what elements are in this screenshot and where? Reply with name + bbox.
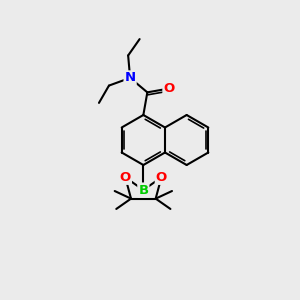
Text: O: O (120, 171, 131, 184)
Text: N: N (124, 71, 136, 84)
Text: B: B (138, 184, 148, 196)
Text: O: O (156, 171, 167, 184)
Text: O: O (164, 82, 175, 95)
